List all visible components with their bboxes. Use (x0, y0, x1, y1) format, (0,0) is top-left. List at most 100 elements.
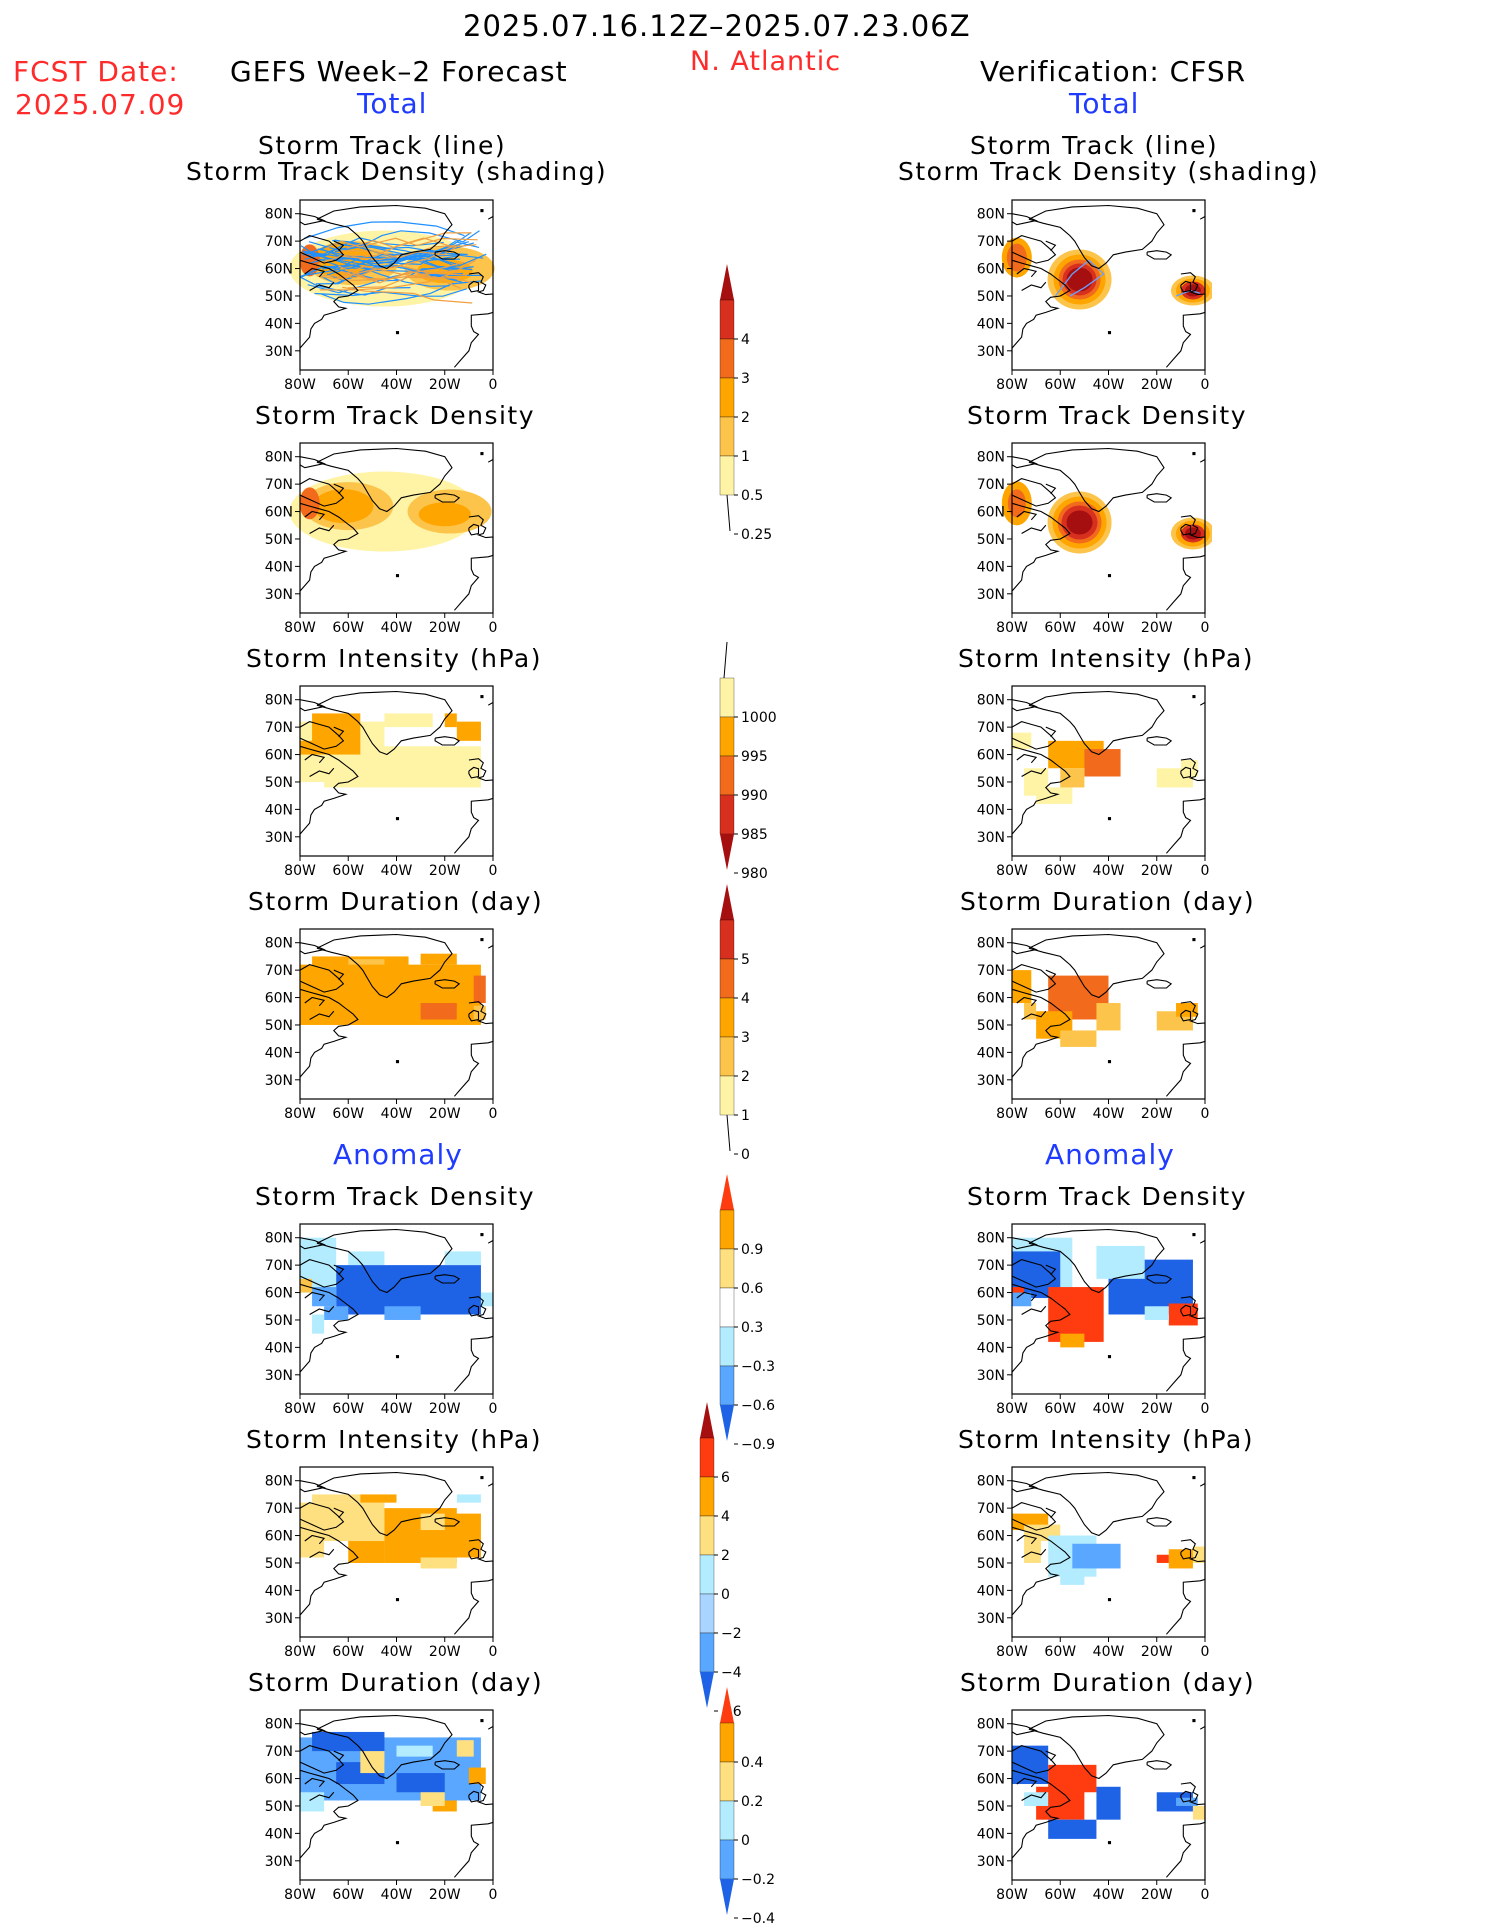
coastline (1146, 1760, 1173, 1770)
lat-tick-label: 30N (977, 1854, 1005, 1870)
field-cell (420, 1792, 445, 1806)
lon-tick-label: 0 (489, 863, 498, 878)
coastline (309, 1791, 335, 1801)
colorbar-label: 0.3 (741, 1320, 763, 1336)
storm-track (299, 264, 450, 287)
coastline (1028, 204, 1165, 270)
coastline (1180, 280, 1192, 293)
lat-tick-label: 50N (265, 1313, 293, 1329)
lat-tick-label: 80N (977, 1231, 1005, 1247)
coastline (309, 1305, 335, 1315)
coastline (1011, 478, 1057, 507)
lat-tick-label: 40N (265, 1583, 293, 1599)
colorbar-segment (719, 1248, 735, 1289)
colorbar-label: −0.6 (741, 1398, 775, 1414)
coastline (1146, 493, 1173, 503)
field-cell (1144, 1306, 1169, 1320)
coastline (1011, 213, 1038, 226)
coastline (1028, 1471, 1165, 1537)
lat-tick-label: 60N (265, 991, 293, 1007)
azores-island (1107, 1355, 1112, 1359)
lon-tick-label: 80W (996, 1106, 1028, 1121)
colorbar-label: 0 (741, 1833, 750, 1849)
coastlines (299, 1228, 494, 1392)
coastline (333, 1750, 345, 1762)
lon-tick-label: 80W (284, 377, 316, 392)
field-shade (1007, 489, 1026, 518)
colorbar-label: 980 (741, 866, 768, 882)
lon-tick-label: 60W (1044, 863, 1076, 878)
colorbar-label: 4 (721, 1509, 730, 1525)
storm-track (314, 237, 453, 267)
coastline (1011, 1502, 1057, 1531)
colorbar-segment (719, 1722, 735, 1763)
coastline (1028, 933, 1165, 999)
coastline (304, 753, 326, 764)
colorbar-segment (699, 1554, 715, 1595)
azores-island (1107, 817, 1112, 821)
coastline (1011, 1769, 1071, 1864)
coastline (299, 745, 359, 840)
right-title-total-intensity: Storm Intensity (hPa) (958, 644, 1254, 673)
lat-tick-label: 70N (977, 1744, 1005, 1760)
coastline (434, 250, 461, 260)
svalbard-island (1192, 452, 1196, 456)
lon-tick-label: 0 (489, 620, 498, 635)
coastline (333, 969, 345, 981)
colorbar-label: 1 (741, 1108, 750, 1124)
right-title-anom-density: Storm Track Density (967, 1182, 1248, 1211)
field-cell (1156, 1554, 1169, 1563)
coastline (299, 1480, 326, 1493)
colorbar-label: −0.3 (741, 1359, 775, 1375)
coastline (333, 1507, 345, 1519)
lat-tick-label: 80N (977, 207, 1005, 223)
lon-tick-label: 0 (1201, 377, 1210, 392)
lon-tick-label: 20W (429, 1887, 461, 1902)
lat-tick-label: 30N (265, 1073, 293, 1089)
field-cell (1096, 1786, 1121, 1820)
coastline (468, 1547, 480, 1560)
lat-tick-label: 40N (265, 1826, 293, 1842)
storm-track (347, 276, 459, 289)
field-cell (1084, 749, 1121, 777)
coastline (333, 1264, 345, 1276)
lon-tick-label: 80W (284, 1887, 316, 1902)
coastline (1045, 1264, 1057, 1276)
map-right-anom-intensity: 80N 70N 60N 50N 40N 30N 80W 60W 40W 20W 0 (977, 1466, 1209, 1659)
field-cell (456, 721, 481, 741)
lat-tick-label: 30N (977, 344, 1005, 360)
lat-tick-label: 60N (977, 1529, 1005, 1545)
colorbar-label: 3 (741, 371, 750, 387)
lat-tick-label: 40N (977, 1826, 1005, 1842)
coastline (1016, 1291, 1038, 1302)
coastline (299, 699, 326, 712)
lon-tick-label: 0 (1201, 1401, 1210, 1416)
coastline (1021, 1548, 1047, 1558)
field-cell (1048, 1819, 1097, 1839)
lat-tick-label: 50N (265, 1799, 293, 1815)
coastline (1146, 979, 1173, 989)
lon-tick-label: 20W (1141, 1644, 1173, 1659)
azores-island (1107, 1598, 1112, 1602)
coastline (1028, 447, 1165, 513)
coastline (1199, 459, 1206, 463)
field-cell (1060, 1030, 1097, 1047)
lat-tick-label: 60N (977, 262, 1005, 278)
lat-tick-label: 60N (265, 1772, 293, 1788)
lon-tick-label: 20W (1141, 620, 1173, 635)
coastline (299, 1723, 326, 1736)
coastline (1011, 259, 1071, 354)
left-title-total-duration: Storm Duration (day) (248, 887, 544, 916)
field-cell (384, 713, 433, 728)
coastline (1021, 767, 1047, 777)
lon-tick-label: 80W (284, 1401, 316, 1416)
coastline (1146, 1274, 1173, 1284)
lat-tick-label: 40N (265, 1045, 293, 1061)
coastline (468, 1790, 480, 1803)
lon-tick-label: 80W (996, 377, 1028, 392)
colorbar-segment (719, 1839, 735, 1880)
colorbar-segment (699, 1476, 715, 1517)
lon-tick-label: 60W (1044, 620, 1076, 635)
coastline (299, 502, 359, 597)
colorbar-label: −2 (721, 1626, 742, 1642)
